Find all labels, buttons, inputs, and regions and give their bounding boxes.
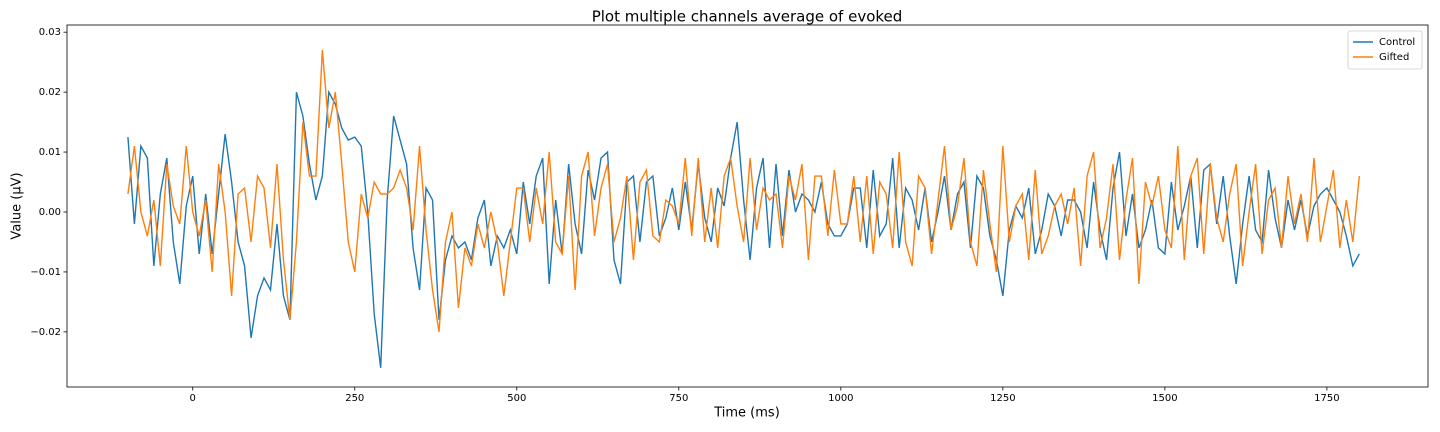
plot-frame bbox=[66, 24, 1429, 388]
x-tick-label: 1000 bbox=[828, 393, 853, 404]
x-tick-label: 1750 bbox=[1314, 393, 1339, 404]
x-tick-label: 500 bbox=[507, 393, 526, 404]
legend-label: Gifted bbox=[1379, 52, 1409, 63]
y-tick-label: 0.03 bbox=[39, 27, 61, 38]
legend-frame bbox=[1347, 30, 1423, 70]
y-axis-label: Value (µV) bbox=[10, 172, 25, 239]
legend-label: Control bbox=[1379, 37, 1415, 48]
series-line bbox=[127, 89, 1360, 368]
y-tick-label: 0.02 bbox=[39, 87, 61, 98]
x-axis-label: Time (ms) bbox=[713, 406, 780, 421]
y-tick-label: 0.01 bbox=[39, 147, 61, 158]
x-tick-label: 0 bbox=[190, 393, 196, 404]
x-tick-label: 750 bbox=[669, 393, 688, 404]
y-tick-label: 0.00 bbox=[39, 207, 61, 218]
series-line bbox=[127, 50, 1360, 332]
x-tick-label: 1500 bbox=[1152, 393, 1177, 404]
x-tick-label: 250 bbox=[345, 393, 364, 404]
y-tick-label: −0.02 bbox=[30, 327, 61, 338]
legend: Control Gifted bbox=[1347, 30, 1423, 70]
x-tick-label: 1250 bbox=[990, 393, 1015, 404]
chart-title: Plot multiple channels average of evoked bbox=[592, 8, 903, 26]
y-tick-label: −0.01 bbox=[30, 267, 61, 278]
